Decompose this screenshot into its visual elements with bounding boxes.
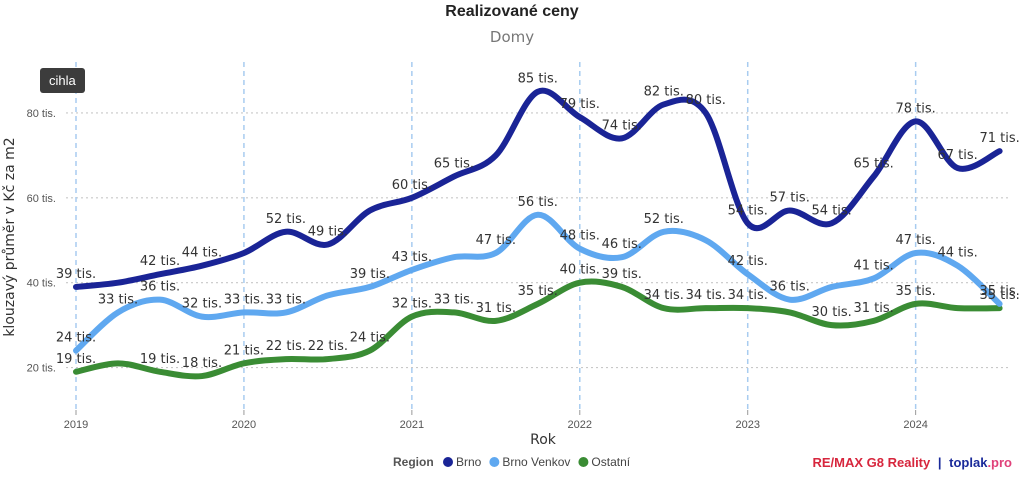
data-label: 49 tis. — [308, 224, 348, 239]
data-label: 48 tis. — [560, 229, 600, 244]
data-label: 32 tis. — [182, 297, 222, 312]
data-label: 35 tis. — [518, 284, 558, 299]
remax-logo-text: RE/MAX G8 Reality — [812, 455, 931, 470]
data-label: 34 tis. — [728, 288, 768, 303]
data-label: 82 tis. — [644, 84, 684, 99]
data-label: 19 tis. — [56, 352, 96, 367]
axes: 20 tis. 40 tis. 60 tis. 80 tis. 2019 2020 2021… — [27, 108, 928, 431]
x-tick-label: 2022 — [568, 419, 592, 431]
data-label: 39 tis. — [56, 267, 96, 282]
legend-title: Region — [393, 455, 434, 469]
data-label: 85 tis. — [518, 72, 558, 87]
data-label: 36 tis. — [140, 280, 180, 295]
tooltip-tag: cihla — [40, 68, 85, 93]
data-label: 31 tis. — [854, 301, 894, 316]
data-label: 52 tis. — [644, 212, 684, 227]
legend-marker — [443, 457, 453, 467]
data-label: 42 tis. — [728, 254, 768, 269]
data-label: 18 tis. — [182, 356, 222, 371]
x-tick-label: 2021 — [400, 419, 424, 431]
toplak-logo-text: toplak — [949, 455, 988, 470]
legend-item-brno[interactable]: Brno — [456, 455, 482, 469]
data-label: 31 tis. — [476, 301, 516, 316]
x-tick-label: 2020 — [232, 419, 256, 431]
legend-item-ostatní[interactable]: Ostatní — [591, 455, 630, 469]
brand-footer: RE/MAX G8 Reality | toplak.pro — [812, 455, 1012, 470]
data-label: 19 tis. — [140, 352, 180, 367]
series-line-brno — [73, 87, 1003, 290]
brand-separator: | — [937, 455, 942, 470]
x-axis-title: Rok — [530, 432, 557, 448]
data-label: 24 tis. — [350, 331, 390, 346]
data-label: 54 tis. — [812, 203, 852, 218]
data-label: 79 tis. — [560, 97, 600, 112]
data-label: 35 tis. — [979, 288, 1019, 303]
legend: Region Brno Brno Venkov Ostatní — [393, 455, 631, 469]
data-label: 32 tis. — [392, 297, 432, 312]
data-label: 43 tis. — [392, 250, 432, 265]
data-label: 34 tis. — [644, 288, 684, 303]
data-label: 39 tis. — [350, 267, 390, 282]
data-label: 22 tis. — [308, 339, 348, 354]
legend-marker — [578, 457, 589, 467]
data-labels: 39 tis.42 tis.44 tis.52 tis.49 tis.60 ti… — [56, 72, 1020, 371]
y-tick-label: 60 tis. — [27, 193, 56, 205]
y-axis-title: klouzavý průměr v Kč za m2 — [2, 137, 18, 336]
data-label: 74 tis. — [602, 118, 642, 133]
data-label: 65 tis. — [854, 157, 894, 172]
data-label: 39 tis. — [602, 267, 642, 282]
legend-marker — [489, 457, 500, 467]
data-label: 36 tis. — [770, 280, 810, 295]
data-label: 80 tis. — [686, 93, 726, 108]
data-label: 33 tis. — [266, 292, 306, 307]
y-tick-label: 40 tis. — [27, 278, 56, 290]
data-label: 30 tis. — [812, 305, 852, 320]
series-line-brno-venkov — [73, 211, 1003, 354]
chart-title: Realizované ceny — [445, 3, 579, 20]
data-label: 47 tis. — [476, 233, 516, 248]
grid-lines — [66, 62, 1008, 410]
data-label: 35 tis. — [979, 284, 1019, 299]
chart-subtitle: Domy — [490, 28, 534, 46]
data-label: 60 tis. — [392, 178, 432, 193]
data-label: 33 tis. — [224, 292, 264, 307]
toplak-suffix: .pro — [987, 455, 1012, 470]
data-label: 42 tis. — [140, 254, 180, 269]
y-tick-label: 20 tis. — [27, 363, 56, 375]
series-line-ostatní — [73, 278, 1003, 380]
data-label: 33 tis. — [98, 292, 138, 307]
series-lines — [73, 87, 1003, 380]
data-label: 33 tis. — [434, 292, 474, 307]
data-label: 78 tis. — [895, 101, 935, 116]
data-label: 34 tis. — [686, 288, 726, 303]
data-label: 67 tis. — [937, 148, 977, 163]
x-tick-label: 2019 — [64, 419, 88, 431]
x-tick-label: 2024 — [903, 419, 927, 431]
data-label: 35 tis. — [895, 284, 935, 299]
data-label: 21 tis. — [224, 343, 264, 358]
data-label: 44 tis. — [182, 246, 222, 261]
data-label: 40 tis. — [560, 263, 600, 278]
data-label: 54 tis. — [728, 203, 768, 218]
data-label: 52 tis. — [266, 212, 306, 227]
data-label: 46 tis. — [602, 237, 642, 252]
data-label: 41 tis. — [854, 258, 894, 273]
x-tick-label: 2023 — [735, 419, 759, 431]
data-label: 44 tis. — [937, 246, 977, 261]
legend-item-brno-venkov[interactable]: Brno Venkov — [502, 455, 570, 469]
data-label: 47 tis. — [895, 233, 935, 248]
y-tick-label: 80 tis. — [27, 108, 56, 120]
data-label: 56 tis. — [518, 195, 558, 210]
data-label: 71 tis. — [979, 131, 1019, 146]
data-label: 24 tis. — [56, 331, 96, 346]
data-label: 65 tis. — [434, 157, 474, 172]
data-label: 57 tis. — [770, 191, 810, 206]
data-label: 22 tis. — [266, 339, 306, 354]
